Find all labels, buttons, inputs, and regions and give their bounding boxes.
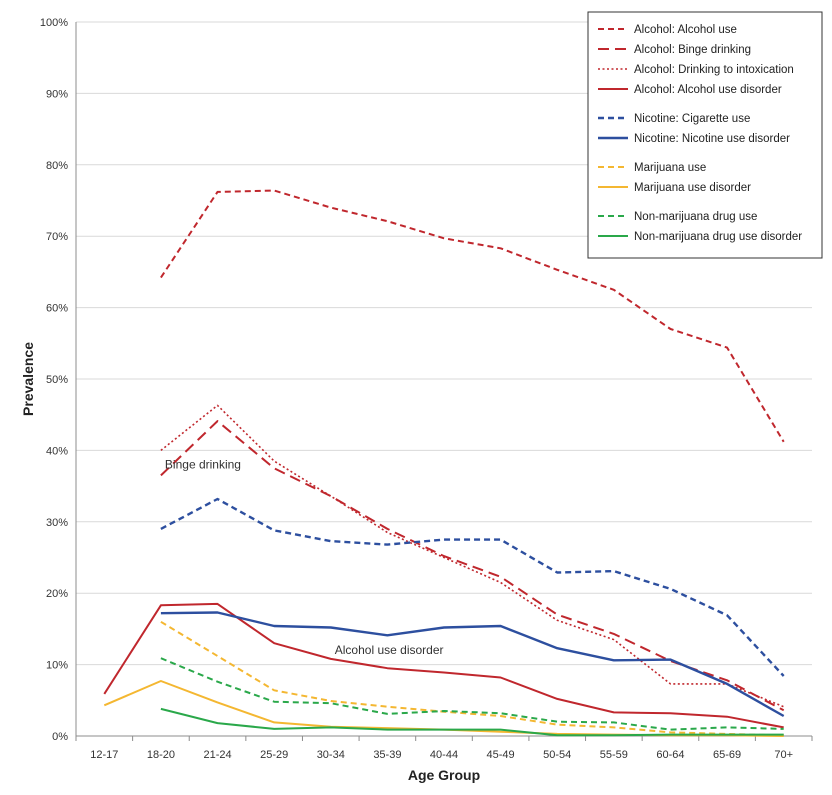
annotations: Binge drinking Alcohol use disorder [165,457,444,657]
x-tick-label: 60-64 [656,749,684,761]
legend: Alcohol: Alcohol use Alcohol: Binge drink… [587,11,823,259]
y-axis-title: Prevalence [20,342,36,416]
legend-label: Marijuana use [634,162,706,174]
x-tick-label: 40-44 [430,749,458,761]
y-tick-label: 100% [40,17,68,29]
x-tick-label: 21-24 [203,749,231,761]
x-tick-labels: 12-17 18-20 21-24 25-29 30-34 35-39 40-44 45-49… [90,749,793,761]
series-line [160,189,785,443]
series-line [160,707,784,737]
x-tick-label: 70+ [774,749,793,761]
series-line [160,620,784,737]
legend-label: Non-marijuana drug use disorder [634,231,802,243]
y-tick-label: 80% [46,160,68,172]
y-tick-label: 30% [46,517,68,529]
x-tick-label: 12-17 [90,749,118,761]
series-line [103,602,784,729]
series-line [160,404,784,708]
legend-box [587,11,823,259]
x-tick-label: 50-54 [543,749,571,761]
legend-label: Marijuana use disorder [634,182,751,194]
legend-label: Alcohol: Binge drinking [634,44,751,56]
y-tick-label: 20% [46,588,68,600]
x-tick-label: 55-59 [600,749,628,761]
x-tick-label: 45-49 [487,749,515,761]
y-tick-label: 10% [46,660,68,672]
annotation-label: Binge drinking [165,457,241,471]
y-tick-label: 50% [46,374,68,386]
series-lines [103,189,785,737]
legend-label: Alcohol: Alcohol use disorder [634,84,782,96]
legend-label: Nicotine: Cigarette use [634,113,750,125]
y-tick-label: 40% [46,445,68,457]
x-axis-title: Age Group [408,767,480,783]
x-tick-label: 18-20 [147,749,175,761]
legend-label: Alcohol: Alcohol use [634,24,737,36]
x-tick-label: 35-39 [373,749,401,761]
annotation-label: Alcohol use disorder [335,643,444,657]
legend-label: Non-marijuana drug use [634,211,757,223]
legend-label: Alcohol: Drinking to intoxication [634,64,794,76]
series-line [160,657,784,731]
legend-label: Nicotine: Nicotine use disorder [634,133,790,145]
x-tick-label: 65-69 [713,749,741,761]
y-tick-label: 0% [52,731,68,743]
y-tick-label: 90% [46,88,68,100]
y-tick-label: 70% [46,231,68,243]
x-tick-label: 25-29 [260,749,288,761]
y-tick-label: 60% [46,303,68,315]
x-tick-label: 30-34 [317,749,345,761]
series-line [160,611,785,718]
y-tick-labels: 0% 10% 20% 30% 40% 50% 60% 70% 80% 90% 100% [40,17,68,743]
